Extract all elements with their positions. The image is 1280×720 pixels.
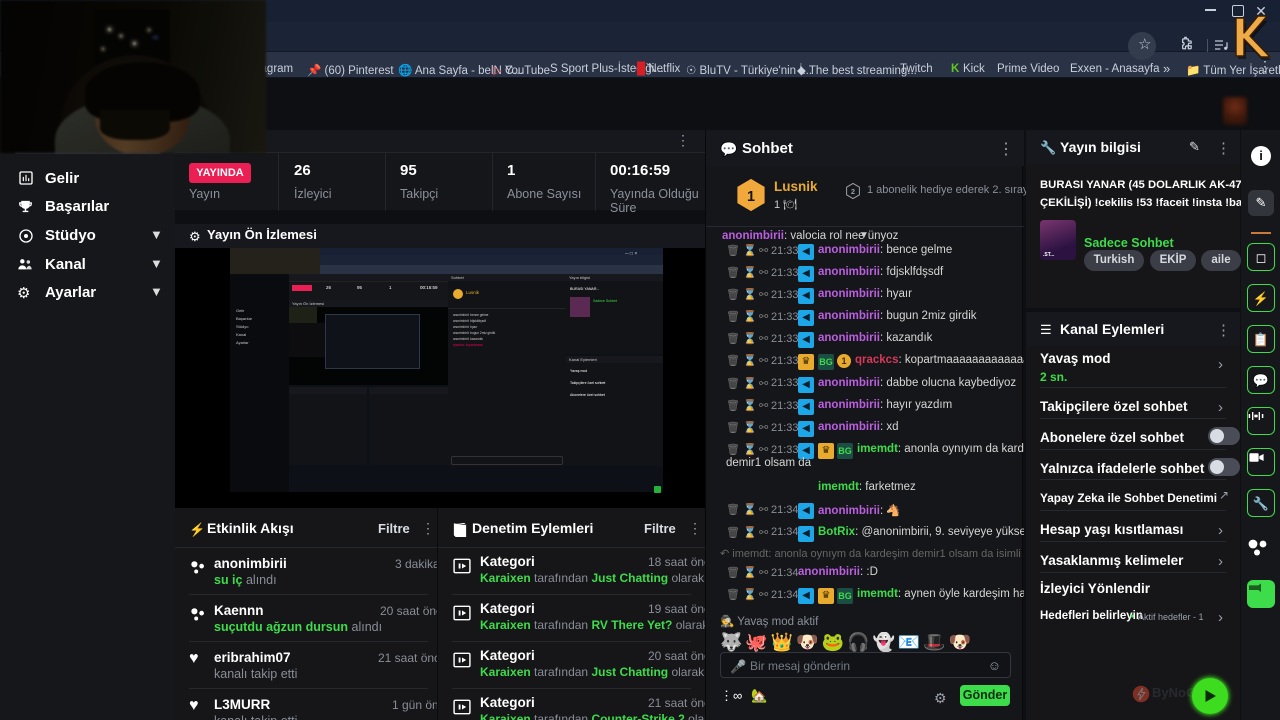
svg-text:1: 1 (747, 189, 755, 205)
svg-text:2: 2 (851, 187, 855, 196)
